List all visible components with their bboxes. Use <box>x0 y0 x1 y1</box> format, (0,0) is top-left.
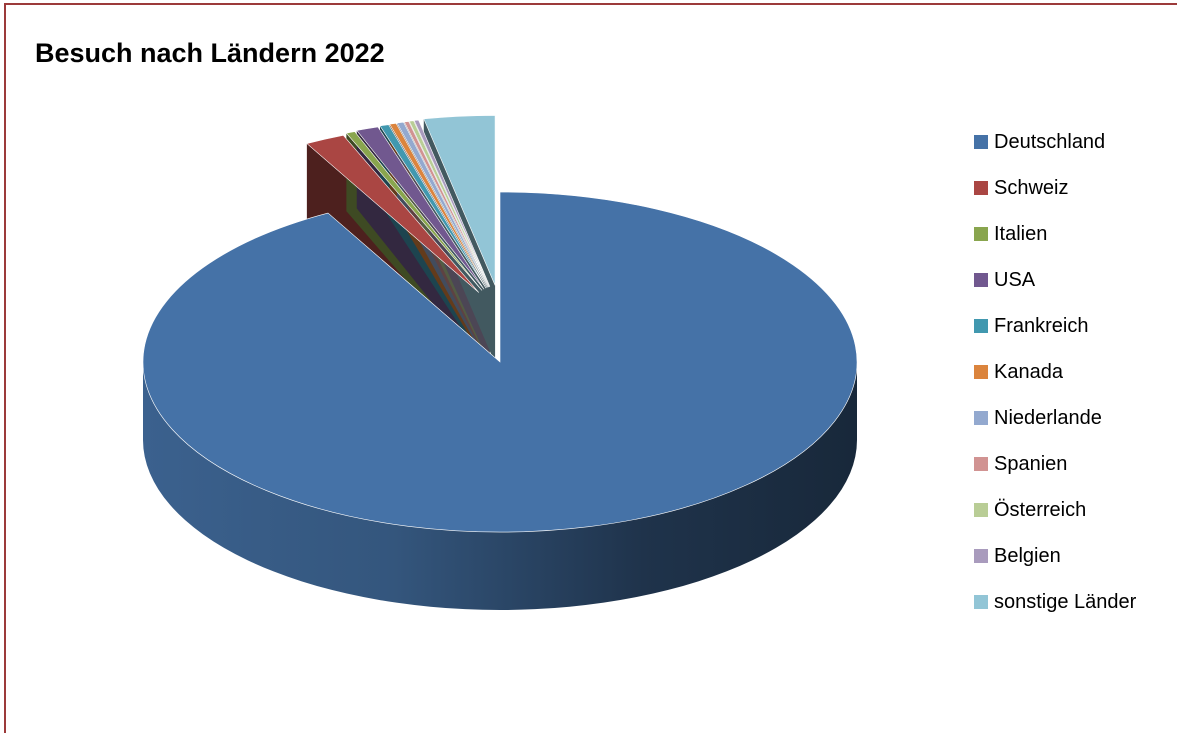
legend-label: sonstige Länder <box>994 590 1137 613</box>
legend-item-deutschland: Deutschland <box>974 130 1105 154</box>
legend-label: Frankreich <box>994 314 1089 337</box>
legend-label: USA <box>994 268 1036 291</box>
legend-label: Belgien <box>994 544 1061 567</box>
pie-slice-österreich <box>408 120 490 287</box>
legend-swatch <box>974 135 988 149</box>
chart-title: Besuch nach Ländern 2022 <box>35 38 385 68</box>
legend-item-usa: USA <box>974 268 1035 292</box>
pie-slice-niederlande <box>396 121 489 288</box>
pie-slice-italien <box>345 131 483 291</box>
legend-item-spanien: Spanien <box>974 452 1067 476</box>
legend-swatch <box>974 503 988 517</box>
legend-label: Spanien <box>994 452 1068 475</box>
legend-swatch <box>974 181 988 195</box>
legend-item-frankreich: Frankreich <box>974 314 1088 338</box>
legend-swatch <box>974 273 988 287</box>
legend-item-italien: Italien <box>974 222 1047 246</box>
legend-item-schweiz: Schweiz <box>974 176 1068 200</box>
pie-slice-belgien <box>413 119 491 287</box>
pie-slice-spanien <box>403 121 489 288</box>
pie-slice-frankreich <box>379 124 487 289</box>
pie-slice-usa <box>356 126 485 290</box>
legend-label: Deutschland <box>994 130 1106 153</box>
frame-border-top <box>4 3 1177 5</box>
pie-slice-side-deutschland <box>143 362 857 610</box>
legend-item-kanada: Kanada <box>974 360 1063 384</box>
legend-label: Niederlande <box>994 406 1102 429</box>
legend-label: Österreich <box>994 498 1087 521</box>
legend-label: Schweiz <box>994 176 1069 199</box>
legend-swatch <box>974 365 988 379</box>
frame-border-left <box>4 3 6 733</box>
legend-item-niederlande: Niederlande <box>974 406 1102 430</box>
pie-slice-kanada <box>389 123 488 288</box>
legend-swatch <box>974 457 988 471</box>
legend-swatch <box>974 319 988 333</box>
pie-slice-sonstige-länder <box>423 115 496 286</box>
legend-swatch <box>974 549 988 563</box>
legend-swatch <box>974 411 988 425</box>
legend-label: Italien <box>994 222 1048 245</box>
legend-item-österreich: Österreich <box>974 498 1086 522</box>
legend-label: Kanada <box>994 360 1063 383</box>
pie-top-layer <box>142 115 858 533</box>
legend-item-belgien: Belgien <box>974 544 1061 568</box>
pie-slice-schweiz <box>306 134 480 293</box>
pie-slice-deutschland <box>142 191 858 533</box>
legend-swatch <box>974 595 988 609</box>
legend-swatch <box>974 227 988 241</box>
legend-item-sonstige-länder: sonstige Länder <box>974 590 1136 614</box>
